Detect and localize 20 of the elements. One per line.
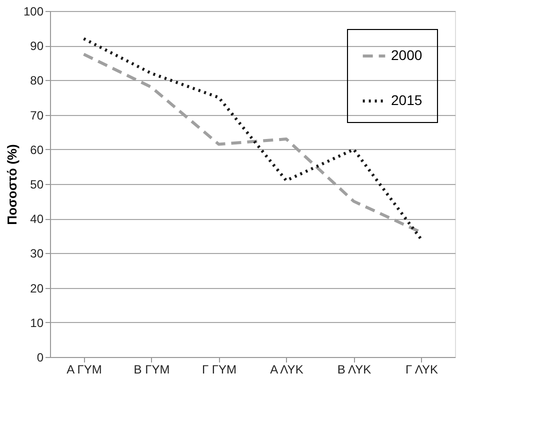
legend-label: 2000: [391, 47, 422, 63]
y-tick-label: 100: [23, 4, 44, 18]
y-tick-label: 10: [30, 316, 44, 330]
x-tick-label: Β ΓΥΜ: [134, 362, 170, 376]
x-tick-label: Γ ΛΥΚ: [406, 362, 438, 376]
y-tick-label: 50: [30, 178, 44, 192]
y-tick-label: 70: [30, 108, 44, 122]
y-tick-label: 60: [30, 142, 44, 157]
y-tick-label: 20: [30, 281, 44, 296]
x-tick-label: Γ ΓΥΜ: [202, 362, 237, 376]
y-tick-label: 90: [30, 39, 44, 54]
y-tick-label: 40: [30, 212, 44, 226]
y-tick-label: 0: [36, 350, 44, 364]
y-tick-label: 30: [30, 246, 44, 261]
x-tick-label: Α ΛΥΚ: [270, 362, 304, 376]
y-axis-title: Ποσοστό (%): [4, 144, 20, 225]
x-tick-label: Β ΛΥΚ: [337, 362, 372, 376]
x-tick-label: Α ΓΥΜ: [66, 362, 102, 376]
legend-label: 2015: [391, 92, 422, 108]
y-tick-label: 80: [30, 74, 44, 88]
